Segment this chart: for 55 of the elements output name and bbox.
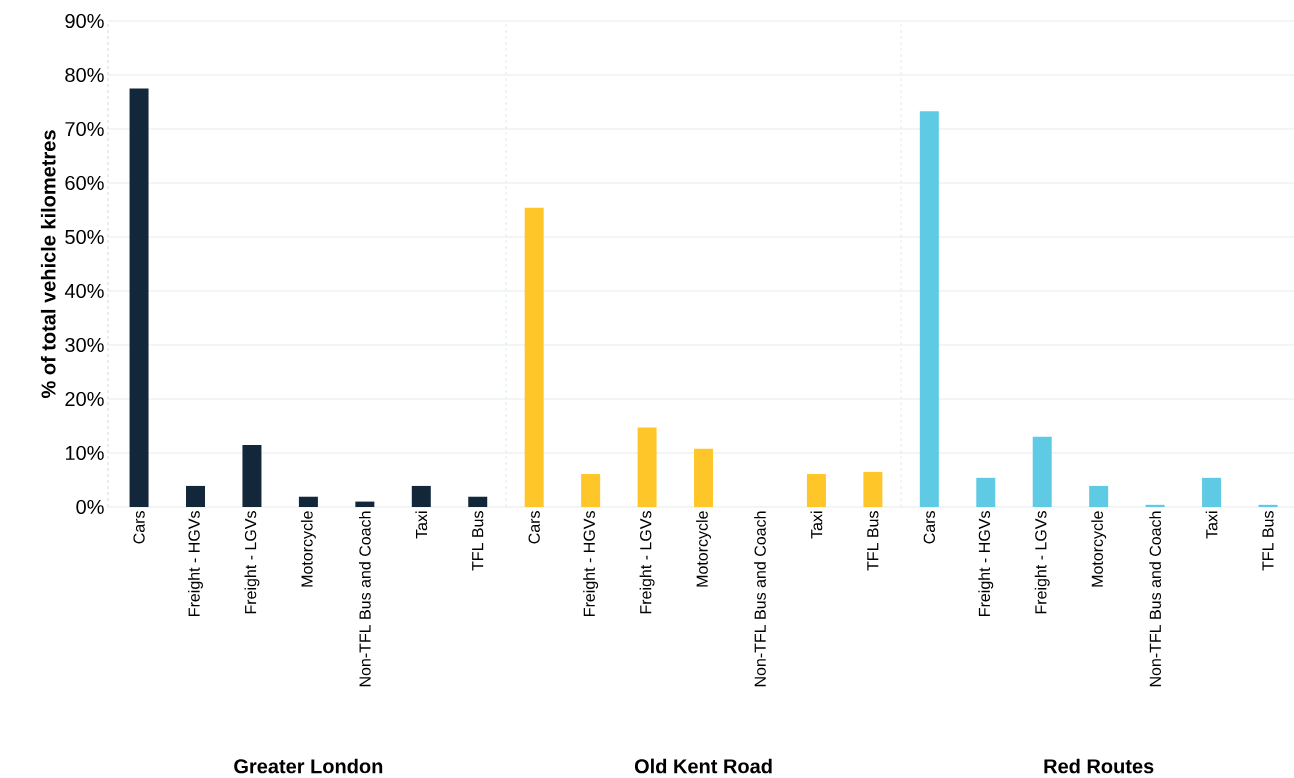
y-tick-label: 50% <box>65 229 104 245</box>
x-tick-label: Freight - HGVs <box>978 511 994 616</box>
x-tick-label: Cars <box>133 511 145 544</box>
x-tick-label: Cars <box>923 511 935 544</box>
bar <box>863 471 883 507</box>
x-tick-label: Non-TFL Bus and Coach <box>1149 511 1161 687</box>
bar <box>524 207 544 507</box>
y-tick-label: 20% <box>65 391 104 407</box>
bar <box>242 444 262 507</box>
x-tick-label: Taxi <box>1205 511 1218 539</box>
bar <box>1089 485 1109 507</box>
x-tick-label: Motorcycle <box>300 511 316 587</box>
bar <box>1145 504 1165 507</box>
bar <box>581 474 601 507</box>
x-tick-label: Freight - LGVs <box>639 511 655 614</box>
y-tick-label: 10% <box>65 445 104 461</box>
bar <box>806 474 826 507</box>
bar <box>129 88 149 507</box>
x-tick-label: TFL Bus <box>867 511 879 571</box>
x-tick-label: Taxi <box>415 511 428 539</box>
y-axis-title: % of total vehicle kilometres <box>40 130 56 398</box>
y-tick-label: 40% <box>64 283 104 299</box>
text: Old Kent Road <box>634 758 772 774</box>
x-tick-label: Freight - LGVs <box>1034 511 1050 614</box>
bar <box>1258 504 1278 507</box>
x-tick-label: Freight - LGVs <box>244 511 260 614</box>
text: Red Routes <box>1044 758 1154 774</box>
x-tick-label: Freight - HGVs <box>583 511 599 616</box>
bar <box>1032 436 1052 507</box>
x-tick-label: TFL Bus <box>1262 511 1274 571</box>
y-tick-label: 70% <box>65 121 104 137</box>
bar <box>976 477 996 507</box>
y-tick-label: 30% <box>65 337 104 353</box>
bar <box>1202 477 1222 507</box>
bar <box>298 496 318 507</box>
bar <box>637 427 657 507</box>
text: Greater London <box>234 758 383 774</box>
x-tick-label: Motorcycle <box>1091 511 1107 587</box>
bar <box>468 496 488 507</box>
x-tick-label: Freight - HGVs <box>188 511 203 616</box>
bar <box>186 485 205 507</box>
y-tick-label: 80% <box>65 67 104 83</box>
bar <box>355 501 375 507</box>
x-tick-label: Taxi <box>810 511 823 539</box>
y-tick-label: 0% <box>76 499 104 515</box>
y-tick-label: 90% <box>65 13 104 29</box>
x-tick-label: Non-TFL Bus and Coach <box>754 511 766 687</box>
x-tick-label: Non-TFL Bus and Coach <box>358 511 371 687</box>
bar <box>919 111 939 507</box>
x-tick-label: Motorcycle <box>696 511 711 587</box>
bar <box>694 448 714 507</box>
x-tick-label: TFL Bus <box>472 511 484 571</box>
bar <box>411 485 431 507</box>
x-tick-label: Cars <box>528 511 540 544</box>
y-tick-label: 60% <box>65 175 104 191</box>
